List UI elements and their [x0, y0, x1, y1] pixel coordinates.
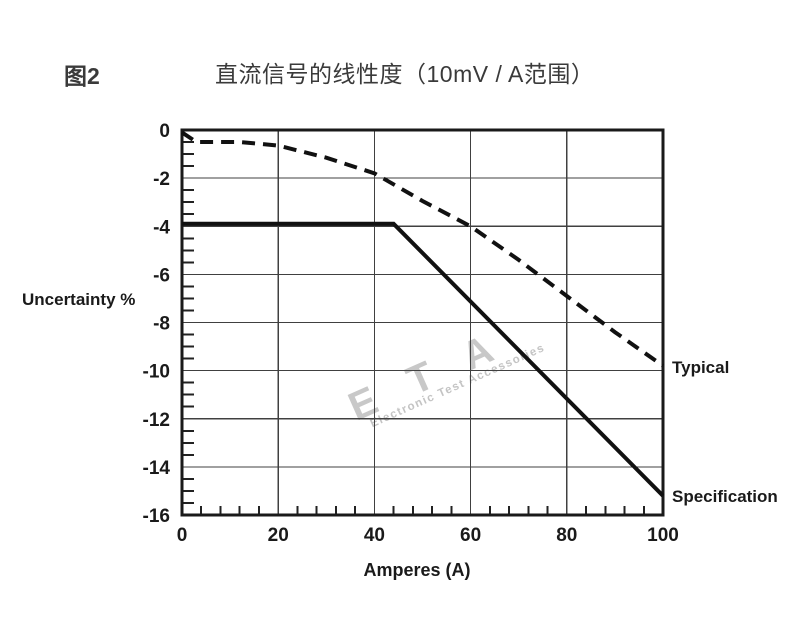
- x-tick-label-0: 0: [177, 525, 188, 546]
- y-tick-label-0: 0: [159, 121, 170, 142]
- legend-specification: Specification: [672, 487, 778, 506]
- x-tick-label-100: 100: [647, 525, 679, 546]
- figure-number: 图2: [64, 63, 100, 89]
- series-line-typical: [180, 130, 665, 368]
- y-tick-label--14: -14: [143, 458, 171, 479]
- y-tick-label--6: -6: [153, 265, 170, 286]
- y-tick-label--8: -8: [153, 314, 170, 335]
- series-line-specification: [182, 221, 665, 498]
- x-tick-label-20: 20: [268, 525, 289, 546]
- legend-typical: Typical: [672, 358, 730, 377]
- y-tick-label--16: -16: [143, 506, 170, 527]
- x-tick-label-40: 40: [364, 525, 385, 546]
- x-tick-label-60: 60: [460, 525, 481, 546]
- y-tick-label--2: -2: [153, 169, 170, 190]
- x-axis-title: Amperes (A): [363, 560, 471, 580]
- plot-border: [180, 128, 665, 517]
- figure-title: 直流信号的线性度（10mV / A范围）: [215, 61, 595, 87]
- y-tick-label--4: -4: [153, 217, 170, 238]
- y-tick-label--12: -12: [143, 410, 170, 431]
- x-tick-label-80: 80: [556, 525, 577, 546]
- y-tick-label--10: -10: [143, 362, 170, 383]
- y-axis-title: Uncertainty %: [22, 290, 136, 309]
